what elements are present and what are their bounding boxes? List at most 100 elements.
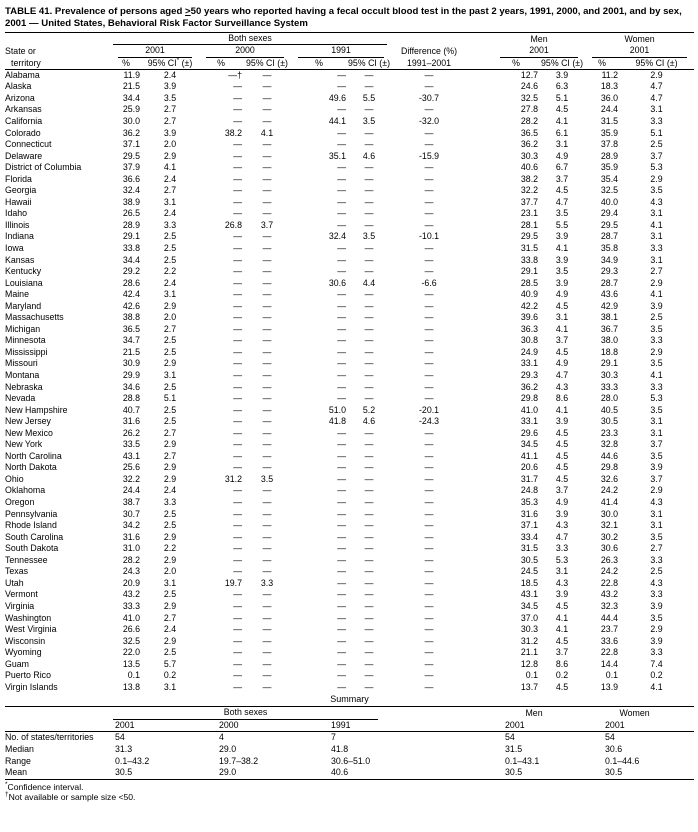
value-cell: —: [424, 624, 434, 635]
value-cell: 4.1: [555, 624, 569, 635]
state-cell: Colorado: [5, 127, 41, 138]
value-cell: 3.5: [163, 92, 177, 103]
value-cell: 3.1: [650, 231, 663, 242]
state-cell: California: [5, 115, 43, 126]
value-cell: -10.1: [419, 231, 440, 242]
value-cell: 4.5: [555, 104, 569, 115]
value-cell: —: [364, 393, 374, 404]
table-row: Minnesota 34.7 2.5 — — — — — 30.8 3.7 38.0 3.3: [5, 335, 694, 347]
value-cell: —: [424, 335, 434, 346]
table-row: Arizona 34.4 3.5 — — 49.6 5.5 -30.7 32.5 5.1 36.0 4…: [5, 93, 694, 105]
table-title-part1: TABLE 41. Prevalence of persons aged: [5, 6, 186, 17]
value-cell: 26.6: [122, 624, 140, 635]
value-cell: —: [364, 543, 374, 554]
value-cell: —: [337, 508, 346, 519]
value-cell: 3.5: [555, 208, 569, 219]
value-cell: —: [233, 104, 242, 115]
value-cell: —: [424, 543, 434, 554]
summary-year-row: 2001 2000 1991 2001 2001: [5, 720, 694, 732]
value-cell: 38.8: [122, 312, 140, 323]
value-cell: —: [424, 81, 434, 92]
value-cell: —: [424, 462, 434, 473]
value-cell: 2.5: [163, 508, 177, 519]
column-group-men: Men: [530, 34, 548, 45]
state-cell: Florida: [5, 173, 32, 184]
value-cell: 4.5: [555, 185, 569, 196]
value-cell: —: [233, 243, 242, 253]
value-cell: —: [337, 681, 346, 692]
value-cell: 5.3: [650, 162, 663, 173]
value-cell: 33.5: [122, 439, 140, 450]
value-cell: 34.4: [122, 92, 140, 103]
value-cell: 5.3: [650, 393, 663, 404]
value-cell: —: [364, 647, 374, 658]
value-cell: 2.9: [163, 635, 177, 646]
value-cell: 2.5: [163, 589, 177, 600]
value-cell: —: [262, 323, 272, 334]
value-cell: —: [233, 393, 242, 404]
value-cell: 32.4: [328, 231, 346, 242]
value-cell: —: [337, 439, 346, 450]
value-cell: —: [337, 647, 346, 658]
value-cell: 3.9: [555, 254, 569, 265]
value-cell: 41.4: [600, 497, 619, 508]
header-measure-row: territory % 95% CI* (±) % 95% CI (±) % 9…: [5, 58, 694, 70]
value-cell: 32.5: [600, 185, 619, 196]
value-cell: —: [424, 219, 434, 230]
value-cell: —: [262, 358, 272, 369]
table-row: Rhode Island 34.2 2.5 — — — — — 37.1 4.3 32.1 3.1: [5, 520, 694, 532]
value-cell: —: [262, 439, 272, 450]
value-cell: 29.3: [520, 370, 539, 381]
value-cell: 28.2: [520, 115, 539, 126]
value-cell: 44.1: [328, 115, 346, 126]
footnotes: *Confidence interval. †Not available or …: [5, 781, 694, 803]
value-cell: 23.7: [600, 624, 619, 635]
value-cell: —: [262, 69, 272, 80]
value-cell: 3.9: [555, 69, 569, 80]
value-cell: 4.5: [555, 635, 569, 646]
value-cell: —: [364, 346, 374, 357]
value-cell: -15.9: [419, 150, 440, 161]
value-cell: 0.2: [555, 670, 569, 681]
table-row: Vermont 43.2 2.5 — — — — — 43.1 3.9 43.2 3.3: [5, 589, 694, 601]
value-cell: 3.5: [362, 115, 376, 126]
state-cell: Alabama: [5, 69, 40, 80]
value-cell: 0.2: [163, 670, 177, 681]
value-cell: —: [364, 577, 374, 588]
value-cell: 2.4: [163, 624, 177, 635]
value-cell: 3.7: [650, 439, 663, 450]
value-cell: —: [364, 473, 374, 484]
value-cell: —: [364, 658, 374, 669]
value-cell: 8.6: [555, 393, 569, 404]
value-cell: 41.1: [520, 450, 539, 461]
value-cell: —: [262, 554, 272, 565]
value-cell: 2.4: [163, 208, 177, 219]
value-cell: 5.2: [362, 404, 376, 415]
table-row: Tennessee 28.2 2.9 — — — — — 30.5 5.3 26.3 3.3: [5, 555, 694, 567]
table-row: District of Columbia 37.9 4.1 — — — — — 40.6 6.7 3…: [5, 162, 694, 174]
value-cell: 42.6: [122, 300, 140, 311]
table-row: Texas 24.3 2.0 — — — — — 24.5 3.1 24.2 2.5: [5, 566, 694, 578]
table-row: California 30.0 2.7 — — 44.1 3.5 -32.0 28.2 4.1 31…: [5, 116, 694, 128]
value-cell: 37.0: [520, 612, 539, 623]
value-cell: 30.6: [600, 543, 619, 554]
value-cell: —: [262, 566, 272, 577]
value-cell: —: [364, 104, 374, 115]
value-cell: 3.1: [650, 508, 663, 519]
state-cell: Maryland: [5, 300, 42, 311]
ci-header-2001: 95% CI* (±): [147, 57, 193, 68]
value-cell: 26.8: [224, 219, 242, 230]
value-cell: —: [364, 635, 374, 646]
value-cell: 39.6: [520, 312, 539, 323]
summary-year-2000: 2000: [219, 719, 239, 730]
value-cell: 3.9: [163, 127, 177, 138]
value-cell: 13.8: [122, 681, 140, 692]
value-cell: —: [364, 497, 374, 508]
value-cell: 24.8: [520, 485, 539, 496]
state-cell: Massachusetts: [5, 312, 64, 323]
value-cell: 32.5: [122, 635, 140, 646]
value-cell: —: [233, 681, 242, 692]
summary-value-cell: 54: [115, 732, 125, 743]
value-cell: —: [337, 243, 346, 253]
table-row: New York 33.5 2.9 — — — — — 34.5 4.5 32.8 3.7: [5, 439, 694, 451]
